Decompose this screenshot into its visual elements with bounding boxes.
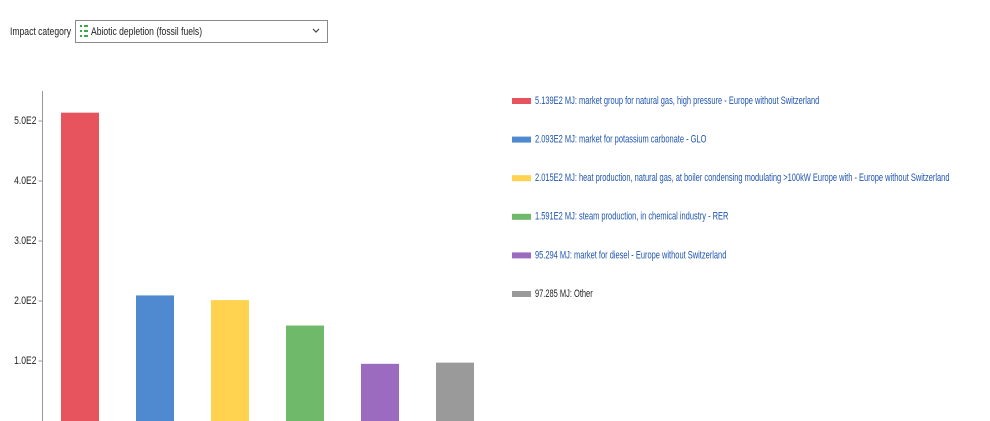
legend-swatch [512, 98, 531, 104]
legend-label: 1.591E2 MJ: steam production, in chemica… [535, 209, 729, 222]
legend-label: 97.285 MJ: Other [535, 286, 593, 299]
legend-entry: 5.139E2 MJ: market group for natural gas… [535, 93, 819, 106]
bar [136, 295, 174, 421]
dropdown-value: Abiotic depletion (fossil fuels) [91, 26, 202, 38]
legend-swatch [512, 175, 531, 182]
y-tick-label: 3.0E2 [14, 235, 36, 247]
legend-label: 95.294 MJ: market for diesel - Europe wi… [535, 248, 726, 261]
legend-swatch [512, 291, 531, 297]
legend-entry: 95.294 MJ: market for diesel - Europe wi… [535, 248, 726, 261]
legend-entry: 2.093E2 MJ: market for potassium carbona… [535, 132, 706, 145]
legend-entry: 97.285 MJ: Other [535, 286, 593, 299]
y-tick-label-group: 1.0E2 [14, 355, 36, 367]
legend-entry: 2.015E2 MJ: heat production, natural gas… [535, 171, 949, 184]
y-tick-label: 4.0E2 [14, 175, 36, 187]
legend-swatch [512, 136, 531, 143]
legend-entry: 1.591E2 MJ: steam production, in chemica… [535, 209, 729, 222]
bar [436, 362, 474, 421]
dropdown[interactable] [75, 20, 328, 43]
bar [61, 112, 99, 421]
category-icon [80, 25, 88, 37]
y-tick-label: 1.0E2 [14, 355, 36, 367]
bar [361, 363, 399, 421]
y-tick-label-group: 2.0E2 [14, 295, 36, 307]
y-tick-label-group: 4.0E2 [14, 175, 36, 187]
legend-label: 2.015E2 MJ: heat production, natural gas… [535, 171, 949, 184]
legend-swatch [512, 252, 531, 259]
legend-label: 2.093E2 MJ: market for potassium carbona… [535, 132, 706, 145]
y-tick-label: 2.0E2 [14, 295, 36, 307]
legend-label: 5.139E2 MJ: market group for natural gas… [535, 93, 819, 106]
y-tick-label-group: 3.0E2 [14, 235, 36, 247]
dropdown-label: Impact category [10, 26, 71, 38]
y-tick-label: 5.0E2 [14, 115, 36, 127]
bar [286, 325, 324, 421]
dropdown-chevron [312, 28, 320, 33]
y-tick-label-group: 5.0E2 [14, 115, 36, 127]
bar [211, 300, 249, 421]
legend-swatch [512, 213, 531, 220]
